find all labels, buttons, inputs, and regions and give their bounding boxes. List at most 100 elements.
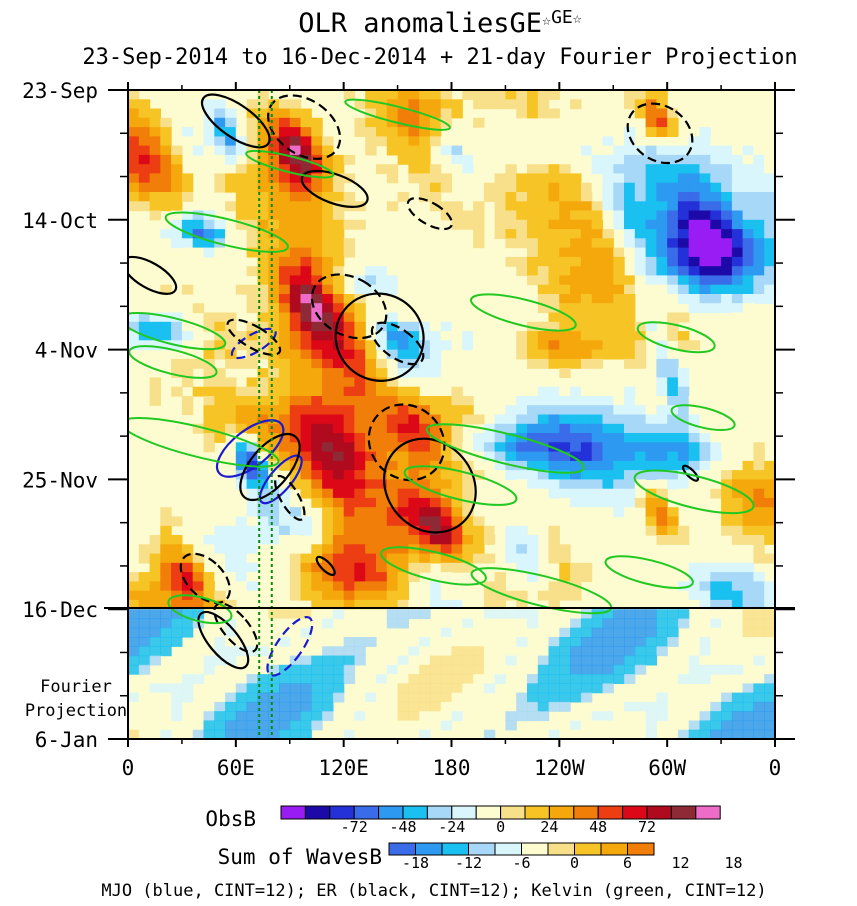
anomaly-cell xyxy=(268,219,280,230)
projection-cell xyxy=(483,646,496,657)
anomaly-cell xyxy=(656,247,668,258)
anomaly-cell xyxy=(591,488,604,499)
projection-cell xyxy=(149,655,161,666)
anomaly-cell xyxy=(257,192,269,202)
anomaly-cell xyxy=(322,266,334,277)
projection-cell xyxy=(451,664,463,675)
anomaly-cell xyxy=(257,386,269,397)
anomaly-cell xyxy=(429,405,442,416)
anomaly-cell xyxy=(537,414,550,425)
projection-cell xyxy=(128,627,140,638)
anomaly-cell xyxy=(365,488,377,499)
anomaly-cell xyxy=(645,516,657,527)
anomaly-cell xyxy=(279,108,291,119)
projection-cell xyxy=(235,683,248,694)
anomaly-cell xyxy=(397,358,409,369)
projection-cell xyxy=(527,683,539,694)
anomaly-cell xyxy=(203,535,215,545)
anomaly-cell xyxy=(602,340,614,351)
anomaly-cell xyxy=(289,303,302,314)
legend-swatch xyxy=(695,805,721,820)
anomaly-cell xyxy=(451,154,463,165)
anomaly-cell xyxy=(289,553,302,564)
anomaly-cell xyxy=(645,145,657,156)
projection-cell xyxy=(742,701,754,712)
anomaly-cell xyxy=(343,442,356,453)
anomaly-cell xyxy=(516,460,528,471)
anomaly-cell xyxy=(473,201,485,212)
anomaly-cell xyxy=(214,136,226,147)
anomaly-cell xyxy=(279,544,291,555)
anomaly-cell xyxy=(246,479,258,490)
anomaly-cell xyxy=(332,219,345,230)
anomaly-cell xyxy=(613,182,625,193)
anomaly-cell xyxy=(721,238,733,249)
projection-cell xyxy=(483,729,496,739)
projection-cell xyxy=(505,711,517,722)
anomaly-cell xyxy=(602,256,614,267)
anomaly-cell xyxy=(311,136,323,147)
anomaly-cell xyxy=(376,331,388,341)
anomaly-cell xyxy=(214,377,226,388)
anomaly-cell xyxy=(289,442,302,453)
anomaly-cell xyxy=(548,358,560,369)
projection-cell xyxy=(440,637,453,647)
anomaly-cell xyxy=(171,145,183,156)
anomaly-cell xyxy=(451,451,463,462)
anomaly-cell xyxy=(548,405,560,416)
anomaly-cell xyxy=(591,396,604,406)
anomaly-cell xyxy=(494,423,506,434)
projection-cell xyxy=(505,618,517,629)
anomaly-cell xyxy=(149,535,161,545)
anomaly-cell xyxy=(667,535,679,545)
projection-cell xyxy=(570,646,582,657)
anomaly-cell xyxy=(419,99,431,110)
anomaly-cell xyxy=(494,358,506,369)
projection-cell xyxy=(429,655,442,666)
anomaly-cell xyxy=(300,210,312,221)
anomaly-cell xyxy=(171,229,183,239)
anomaly-cell xyxy=(602,154,614,165)
anomaly-cell xyxy=(128,154,140,165)
anomaly-cell xyxy=(688,182,701,193)
projection-cell xyxy=(494,637,506,647)
anomaly-cell xyxy=(440,599,453,610)
anomaly-cell xyxy=(613,321,625,332)
anomaly-cell xyxy=(742,164,754,175)
anomaly-cell xyxy=(527,405,539,416)
anomaly-cell xyxy=(537,442,550,453)
projection-cell xyxy=(311,701,323,712)
anomaly-cell xyxy=(559,479,571,490)
anomaly-cell xyxy=(408,470,420,480)
projection-cell xyxy=(419,664,431,675)
projection-cell xyxy=(537,683,550,694)
projection-cell xyxy=(419,655,431,666)
anomaly-cell xyxy=(462,173,474,184)
projection-cell xyxy=(591,627,604,638)
anomaly-cell xyxy=(624,219,636,230)
anomaly-cell xyxy=(354,405,366,416)
anomaly-cell xyxy=(386,544,399,555)
anomaly-cell xyxy=(645,90,657,100)
anomaly-cell xyxy=(473,117,485,128)
anomaly-cell xyxy=(289,229,302,239)
anomaly-cell xyxy=(591,423,604,434)
anomaly-cell xyxy=(516,451,528,462)
anomaly-cell xyxy=(656,238,668,249)
anomaly-cell xyxy=(602,210,614,221)
anomaly-cell xyxy=(246,247,258,258)
anomaly-cell xyxy=(429,423,442,434)
anomaly-cell xyxy=(257,247,269,258)
anomaly-cell xyxy=(645,256,657,267)
anomaly-cell xyxy=(214,99,226,110)
anomaly-cell xyxy=(386,99,399,110)
anomaly-cell xyxy=(537,229,550,239)
anomaly-cell xyxy=(376,516,388,527)
projection-cell xyxy=(440,655,453,666)
anomaly-cell xyxy=(473,349,485,360)
anomaly-cell xyxy=(721,256,733,267)
anomaly-cell xyxy=(753,470,765,480)
anomaly-cell xyxy=(214,405,226,416)
anomaly-cell xyxy=(483,590,496,601)
anomaly-cell xyxy=(753,544,765,555)
